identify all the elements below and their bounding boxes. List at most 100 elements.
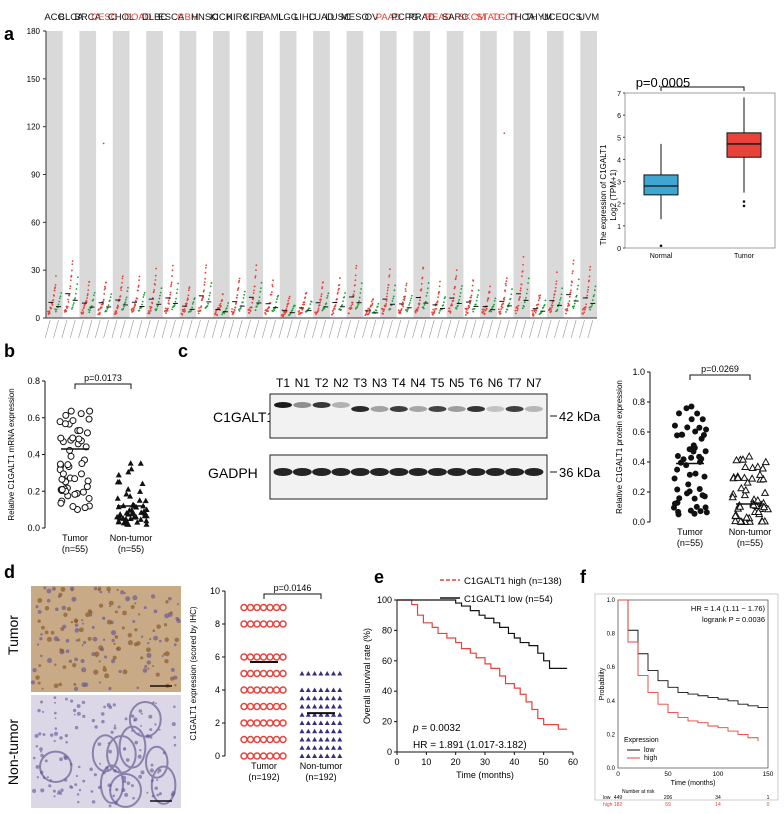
- y-tick-label: 0: [215, 751, 220, 761]
- western-lane-labels: T1 N1 T2 N2 T3 N3 T4 N4 T5 N5 T6 N6 T7 N7: [276, 376, 542, 390]
- normal-point: [72, 302, 75, 304]
- tumor-point: [66, 305, 69, 308]
- normal-point: [573, 302, 576, 305]
- ihc-nucleus: [83, 682, 89, 687]
- tumor-point: [332, 312, 335, 314]
- normal-point: [75, 288, 78, 290]
- normal-point: [344, 292, 346, 294]
- nontumor-point: [127, 493, 134, 499]
- y-tick-label: 0.6: [607, 665, 616, 671]
- ihc-nucleus: [173, 736, 177, 739]
- ihc-nucleus: [108, 705, 113, 710]
- nontumor-point: [324, 704, 330, 709]
- gadph-band: [427, 468, 447, 476]
- tumor-point: [455, 275, 458, 277]
- ihc-nucleus: [93, 773, 97, 777]
- tumor-point: [81, 309, 84, 312]
- normal-point: [221, 313, 224, 316]
- tumor-point: [338, 277, 341, 279]
- normal-point: [160, 287, 163, 290]
- ihc-nucleus: [174, 683, 177, 687]
- ihc-nucleus: [164, 651, 170, 657]
- nontumor-point: [749, 500, 758, 509]
- tumor-point: [202, 296, 205, 299]
- tcga-x-label-tick: [312, 319, 318, 339]
- normal-point: [592, 295, 595, 298]
- tumor-point: [120, 286, 123, 288]
- normal-point: [559, 299, 561, 301]
- tumor-point: [187, 294, 190, 297]
- nontumor-point: [299, 687, 305, 692]
- tumor-point: [188, 286, 191, 289]
- tumor-point: [685, 481, 692, 488]
- tumor-point: [84, 477, 92, 485]
- tumor-point: [272, 752, 281, 760]
- tumor-point: [531, 309, 534, 312]
- tumor-point: [218, 304, 221, 307]
- boxplot-normal-tumor: p=0.0005 The expression of C1GALT1 Log2 …: [599, 75, 776, 260]
- tumor-point: [696, 486, 703, 493]
- risk-count-low: 449: [614, 795, 623, 801]
- ihc-nucleus: [47, 657, 53, 664]
- tumor-point: [467, 307, 469, 310]
- ihc-nucleus: [125, 596, 131, 602]
- tumor-point: [132, 308, 135, 311]
- ihc-nucleus: [174, 637, 180, 643]
- y-tick-label: 0.8: [27, 376, 40, 386]
- tumor-point: [152, 290, 155, 293]
- ihc-nucleus: [170, 667, 175, 672]
- ihc-nucleus: [77, 638, 81, 642]
- normal-point: [291, 309, 294, 312]
- nontumor-point: [122, 515, 129, 522]
- cancer-type-label: ESCA: [158, 12, 185, 23]
- gadph-band: [485, 468, 505, 476]
- tcga-band: [413, 31, 431, 318]
- normal-point: [125, 298, 127, 301]
- normal-point: [458, 298, 461, 301]
- tumor-point: [387, 284, 390, 286]
- tumor-point: [151, 302, 154, 305]
- tcga-x-label-tick: [53, 319, 59, 339]
- ihc-nucleus: [69, 762, 73, 766]
- tumor-point: [219, 302, 222, 305]
- ihc-nucleus: [99, 762, 102, 765]
- tumor-point: [154, 274, 157, 277]
- tumor-point: [519, 287, 522, 290]
- normal-point: [461, 285, 463, 287]
- normal-point: [105, 310, 108, 312]
- y-tick-label: 0.2: [607, 732, 616, 738]
- normal-point: [241, 301, 244, 304]
- cancer-type-label: UVM: [578, 12, 599, 23]
- tcga-x-label-tick: [529, 319, 535, 339]
- tumor-point: [696, 424, 703, 431]
- tumor-point: [183, 308, 186, 310]
- ihc-nucleus: [58, 592, 63, 597]
- tcga-x-label-tick: [161, 319, 168, 339]
- normal-point: [323, 307, 326, 310]
- normal-point: [394, 284, 397, 287]
- nontumor-point: [331, 745, 336, 750]
- tumor-point: [55, 274, 57, 277]
- ihc-nucleus: [138, 732, 140, 735]
- ihc-nucleus: [149, 735, 153, 739]
- normal-point: [123, 305, 125, 308]
- nontumor-point: [728, 492, 737, 501]
- normal-point: [276, 298, 278, 301]
- tumor-point: [388, 275, 391, 278]
- boxplot-y-tick: 5: [617, 135, 621, 142]
- tumor-point: [352, 294, 355, 297]
- tumor-point: [246, 653, 255, 661]
- normal-point: [257, 299, 260, 302]
- tumor-point: [449, 311, 452, 313]
- ihc-nucleus: [65, 649, 70, 654]
- panel-c-protein-scatter: 0.0 0.2 0.4 0.6 0.8 1.0 Relative C1GALT1 prote…: [615, 364, 773, 548]
- normal-point: [138, 309, 141, 312]
- ihc-nucleus: [53, 711, 57, 715]
- tcga-x-label-tick: [44, 319, 51, 339]
- cancer-type-label: GBM: [177, 12, 199, 23]
- tumor-point: [170, 281, 173, 284]
- ihc-nucleus: [176, 618, 181, 624]
- risk-count-low: 1: [767, 795, 770, 801]
- tumor-point: [171, 264, 174, 267]
- tumor-point: [500, 308, 502, 310]
